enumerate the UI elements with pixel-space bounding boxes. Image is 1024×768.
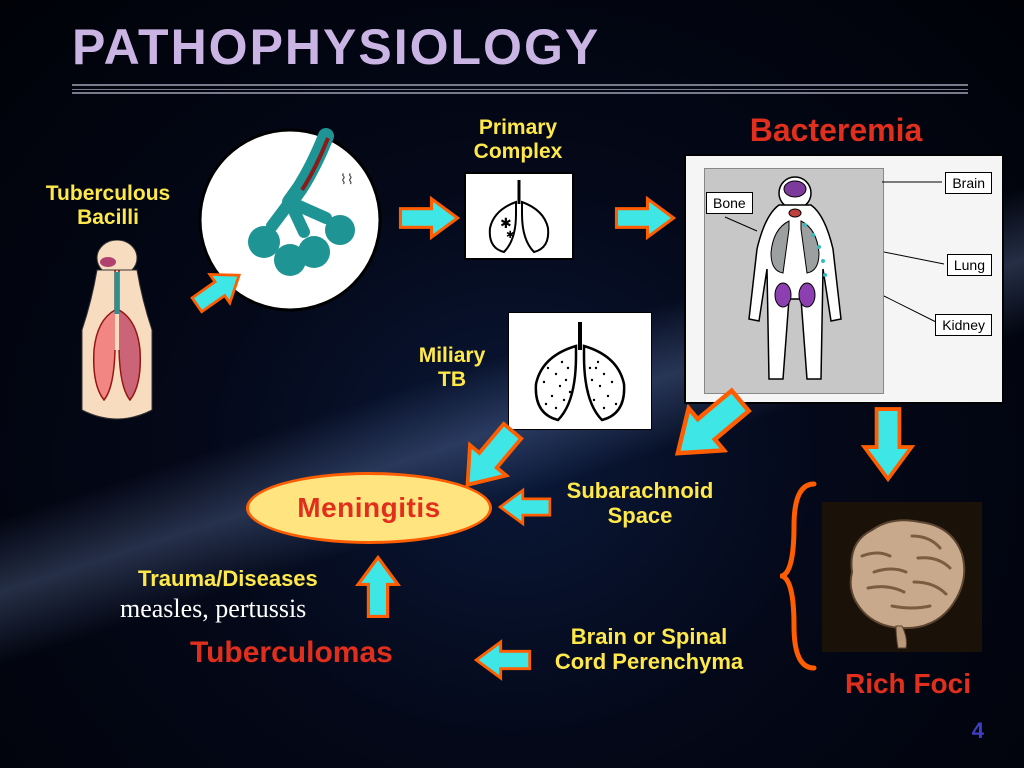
body-label-kidney: Kidney — [935, 314, 992, 336]
miliary-tb-image — [508, 312, 652, 430]
meningitis-node: Meningitis — [246, 472, 492, 544]
a-bacteremia-down — [858, 406, 918, 482]
body-label-bone: Bone — [706, 192, 753, 214]
brain-image — [822, 502, 982, 652]
svg-text:⌇⌇: ⌇⌇ — [340, 172, 354, 188]
label-primary-complex: Primary Complex — [448, 116, 588, 164]
a-primary-to-bacteremia — [614, 190, 676, 246]
label-subarachnoid: Subarachnoid Space — [540, 478, 740, 529]
rich-foci-brace — [780, 476, 824, 676]
bacteremia-body-diagram: Brain Bone Lung Kidney — [684, 154, 1004, 404]
torso-illustration — [42, 240, 192, 428]
title-underline — [72, 84, 968, 94]
body-label-brain: Brain — [945, 172, 992, 194]
label-rich-foci: Rich Foci — [808, 668, 1008, 700]
a-bronchi-to-primary — [398, 190, 460, 246]
svg-text:✱: ✱ — [506, 230, 514, 241]
a-tuberculomas-up — [351, 555, 405, 619]
primary-complex-image: ✱ ✱ — [464, 172, 574, 260]
body-label-lung: Lung — [947, 254, 992, 276]
label-tuberculomas: Tuberculomas — [190, 636, 470, 671]
slide-number: 4 — [972, 718, 984, 744]
svg-text:✱: ✱ — [500, 215, 512, 231]
label-parenchyma: Brain or Spinal Cord Perenchyma — [524, 624, 774, 675]
a-subarachnoid-to-meningitis — [498, 484, 552, 530]
label-tuberculous-bacilli: Tuberculous Bacilli — [33, 182, 183, 230]
label-miliary-tb: Miliary TB — [402, 344, 502, 392]
a-parenchyma-to-tuberculomas — [474, 636, 532, 684]
slide-title: PATHOPHYSIOLOGY — [72, 18, 854, 82]
label-bacteremia: Bacteremia — [716, 112, 956, 149]
